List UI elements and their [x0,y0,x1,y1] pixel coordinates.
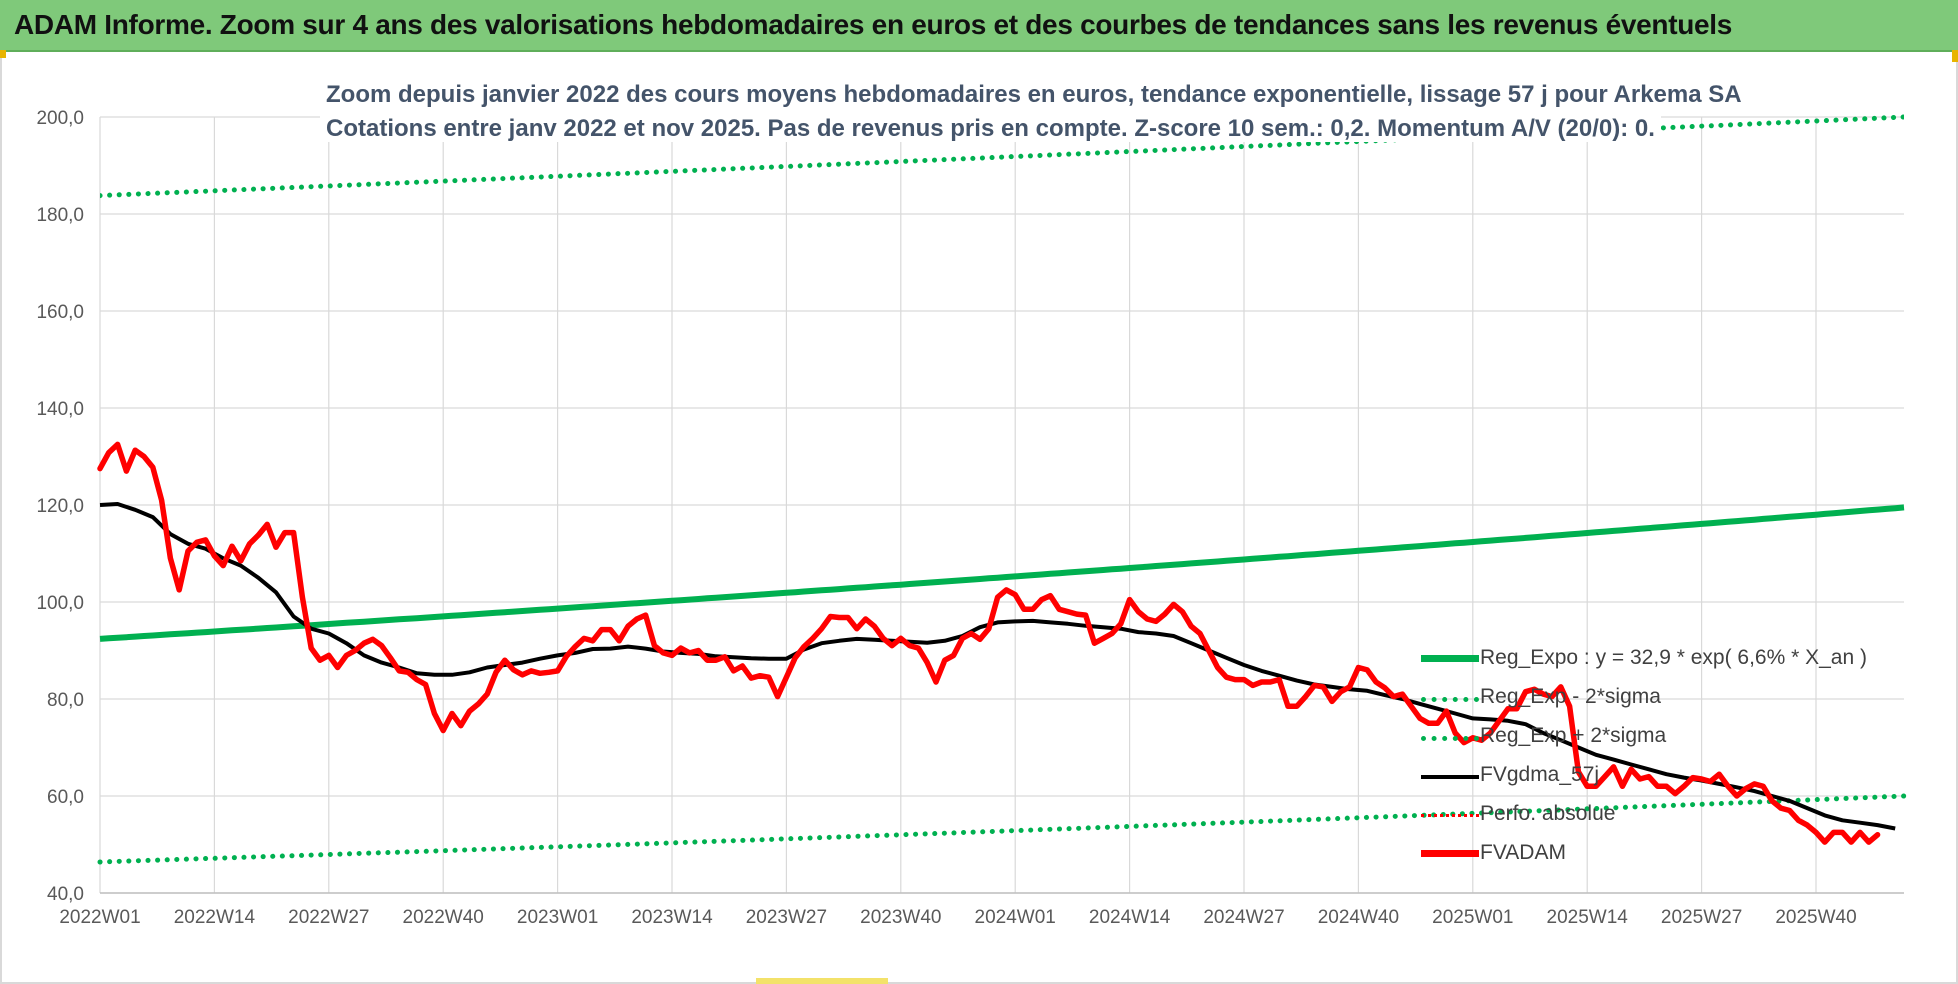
chart-title: Zoom depuis janvier 2022 des cours moyen… [320,81,1748,108]
y-tick-label: 120,0 [36,496,84,517]
legend-swatch-perfo [1421,814,1479,817]
x-tick-label: 2024W01 [975,907,1056,928]
legend-item-minus-2-sigma: Reg_Exp - 2*sigma [1418,679,1878,718]
x-axis-ticks: 2022W01 2022W14 2022W27 2022W40 2023W01 2023W… [59,907,1856,928]
x-tick-label: 2024W14 [1089,907,1171,928]
y-tick-label: 160,0 [36,302,84,323]
x-tick-label: 2023W27 [746,907,827,928]
series-reg-expo [99,504,1905,642]
y-axis-ticks: 40,0 60,0 80,0 100,0 120,0 140,0 160,0 180,0 200… [36,108,84,905]
chart-title-block: Zoom depuis janvier 2022 des cours moyen… [320,78,1748,146]
x-tick-label: 2023W14 [631,907,713,928]
legend-item-perfo: Perfo. absolue [1418,796,1878,835]
x-tick-label: 2025W14 [1547,907,1629,928]
report-title: ADAM Informe. Zoom sur 4 ans des valoris… [14,9,1733,40]
legend-item-fvgdma: FVgdma_57j [1418,757,1878,796]
series-fvadam [97,441,1881,845]
legend-item-reg-expo: Reg_Expo : y = 32,9 * exp( 6,6% * X_an ) [1418,640,1878,679]
x-tick-label: 2022W01 [59,907,140,928]
legend-label-minus-2-sigma: Reg_Exp - 2*sigma [1480,685,1661,708]
legend-label-reg-expo: Reg_Expo : y = 32,9 * exp( 6,6% * X_an ) [1480,646,1867,669]
x-tick-label: 2024W27 [1203,907,1284,928]
chart-legend: Reg_Expo : y = 32,9 * exp( 6,6% * X_an )… [1418,640,1878,874]
legend-swatch-fvgdma [1421,775,1479,779]
corner-marker [1952,50,1958,62]
y-tick-label: 40,0 [47,884,84,905]
y-tick-label: 60,0 [47,787,84,808]
legend-label-plus-2-sigma: Reg_Exp + 2*sigma [1480,724,1667,747]
y-tick-label: 140,0 [36,399,84,420]
legend-label-fvgdma: FVgdma_57j [1480,763,1600,786]
y-tick-label: 80,0 [47,690,84,711]
y-tick-label: 180,0 [36,205,84,226]
x-tick-label: 2025W27 [1661,907,1742,928]
report-header: ADAM Informe. Zoom sur 4 ans des valoris… [0,0,1958,52]
legend-swatch-reg-expo [1421,655,1479,662]
chart-subtitle: Cotations entre janv 2022 et nov 2025. P… [320,115,1661,142]
series-minus-2-sigma [97,793,1907,865]
x-tick-label: 2022W27 [288,907,369,928]
x-tick-label: 2025W40 [1775,907,1856,928]
y-tick-label: 200,0 [36,108,84,129]
legend-label-fvadam: FVADAM [1480,841,1566,864]
bottom-marker [756,978,888,984]
x-tick-label: 2023W40 [860,907,941,928]
legend-item-plus-2-sigma: Reg_Exp + 2*sigma [1418,718,1878,757]
x-tick-label: 2023W01 [517,907,598,928]
legend-swatch-plus-2-sigma [1421,736,1479,741]
y-tick-label: 100,0 [36,593,84,614]
legend-swatch-minus-2-sigma [1421,697,1479,702]
x-tick-label: 2022W14 [174,907,256,928]
legend-swatch-fvadam [1421,850,1479,857]
x-tick-label: 2025W01 [1432,907,1513,928]
x-tick-label: 2024W40 [1318,907,1399,928]
legend-label-perfo: Perfo. absolue [1480,802,1616,825]
x-tick-label: 2022W40 [403,907,484,928]
corner-marker-left [0,50,6,58]
legend-item-fvadam: FVADAM [1418,835,1878,874]
